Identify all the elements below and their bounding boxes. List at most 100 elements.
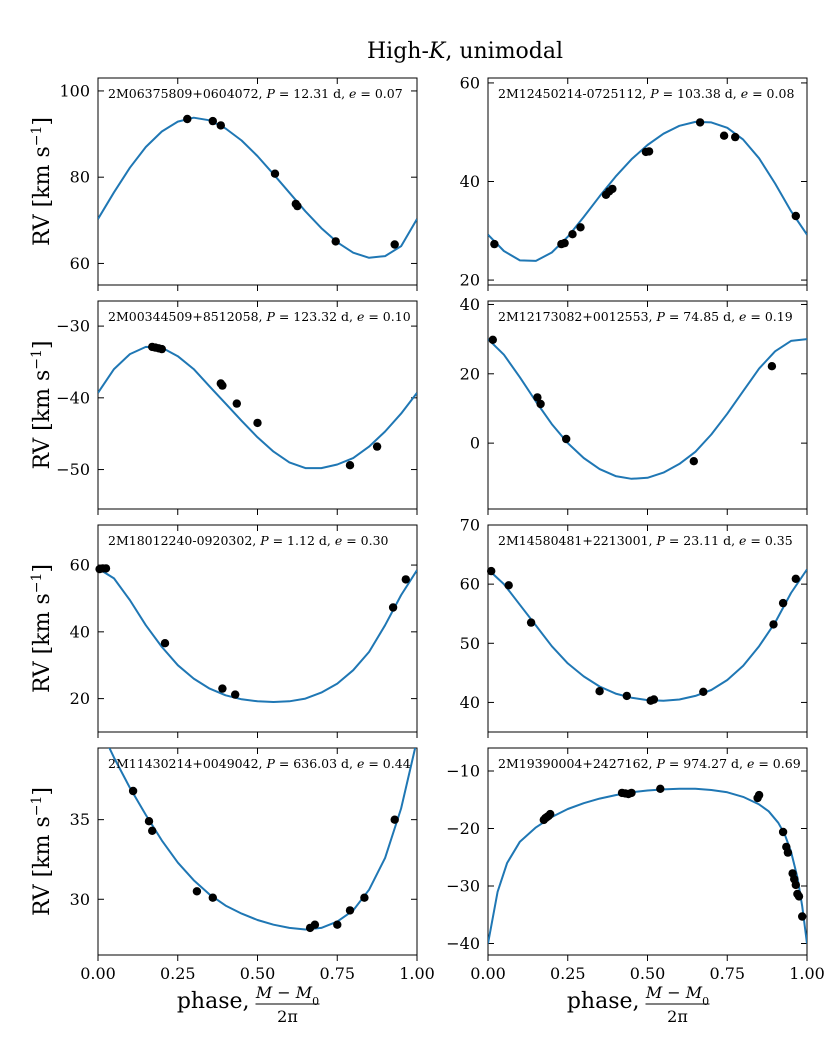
rv-point: [719, 131, 729, 140]
y-tick-label: 70: [460, 516, 480, 535]
panel-2M19390004+2427162: −40 −30 −20 −10 0.00 0.25 0.50 0.75 1.00 2M193900…: [446, 747, 825, 983]
panel-annotation: 2M11430214+0049042, P = 636.03 d, e = 0.…: [108, 756, 411, 771]
rv-point: [627, 788, 636, 798]
y-tick-label: 20: [460, 364, 480, 383]
rv-point: [216, 121, 225, 130]
rv-point: [345, 461, 355, 470]
rv-point: [218, 381, 227, 390]
y-tick-label: 40: [460, 295, 480, 314]
rv-point: [656, 784, 665, 793]
rv-point: [791, 211, 800, 221]
panel-2M12450214-0725112: 20 40 60 2M12450214-0725112, P = 103.38 d, …: [460, 73, 808, 291]
orbit-curve: [488, 338, 807, 480]
rv-point: [488, 335, 497, 344]
rv-point: [208, 893, 217, 902]
rv-point: [798, 912, 807, 921]
rv-point: [791, 880, 800, 890]
rv-point: [310, 920, 320, 929]
rv-point: [360, 893, 369, 902]
y-axis-label: RV [km s−1]: [29, 117, 55, 246]
y-tick-label: −20: [446, 819, 480, 838]
x-tick-label: 0.25: [550, 964, 586, 983]
y-tick-label: −10: [446, 762, 480, 781]
panels: 60 80 100 2M06375809+0604072, P = 12.31 d, …: [56, 73, 825, 983]
rv-point: [148, 826, 157, 835]
panel-2M12173082+0012553: 0 20 40 2M12173082+0012553, P = 74.85 d, e …: [460, 295, 808, 515]
rv-point: [390, 815, 399, 824]
rv-point: [767, 362, 777, 371]
rv-point: [644, 147, 654, 156]
rv-point: [536, 399, 545, 409]
x-tick-label: 0.50: [630, 964, 666, 983]
rv-point: [731, 132, 740, 142]
y-tick-label: −30: [56, 317, 90, 336]
rv-point: [568, 230, 577, 239]
rv-point: [253, 418, 262, 428]
x-tick-label: 0.75: [709, 964, 745, 983]
y-tick-label: 40: [460, 172, 480, 191]
orbit-curve: [488, 787, 807, 944]
rv-point: [608, 184, 617, 194]
rv-point: [183, 114, 192, 124]
rv-point: [546, 809, 555, 819]
y-tick-label: 100: [59, 81, 90, 100]
x-axis-label-denominator: 2π: [277, 1007, 298, 1026]
rv-point: [649, 695, 659, 704]
rv-point: [560, 238, 569, 248]
y-tick-label: 60: [70, 254, 90, 273]
rv-point: [783, 848, 793, 857]
y-axis-label: RV [km s−1]: [29, 787, 55, 916]
rv-point: [157, 344, 166, 354]
x-tick-label: 0.25: [160, 964, 196, 983]
y-tick-label: 40: [70, 622, 90, 641]
y-tick-label: 60: [460, 575, 480, 594]
rv-point: [333, 920, 342, 929]
x-tick-label: 1.00: [789, 964, 825, 983]
rv-point: [232, 399, 241, 408]
y-tick-label: −40: [56, 388, 90, 407]
x-tick-label: 0.00: [80, 964, 116, 983]
rv-point: [562, 434, 571, 444]
panel-2M11430214+0049042: 30 35 0.00 0.25 0.50 0.75 1.00 2M11430214+00490…: [70, 747, 435, 983]
rv-point: [791, 574, 800, 583]
y-axis-label: RV [km s−1]: [29, 564, 55, 693]
panel-2M00344509+8512058: −50 −40 −30 2M00344509+8512058, P = 123.32 …: [56, 300, 418, 515]
rv-point: [622, 691, 631, 701]
panel-annotation: 2M14580481+2213001, P = 23.11 d, e = 0.3…: [498, 533, 793, 548]
axes-frame: [97, 300, 418, 510]
y-tick-label: −50: [56, 460, 90, 479]
rv-point: [778, 598, 788, 608]
rv-point: [128, 786, 138, 796]
y-tick-label: −40: [446, 934, 480, 953]
rv-point: [778, 827, 788, 837]
y-tick-label: 80: [70, 168, 90, 187]
rv-point: [218, 684, 227, 693]
panel-2M06375809+0604072: 60 80 100 2M06375809+0604072, P = 12.31 d, …: [59, 77, 418, 291]
rv-point: [689, 457, 698, 466]
panel-annotation: 2M12173082+0012553, P = 74.85 d, e = 0.1…: [498, 309, 793, 324]
rv-point: [293, 201, 302, 211]
panel-2M14580481+2213001: 40 50 60 70 2M14580481+2213001, P = 23.11 d,…: [460, 516, 808, 738]
rv-point: [192, 887, 202, 896]
x-axis-label-numerator: M − M0: [255, 983, 319, 1008]
x-tick-label: 1.00: [399, 964, 435, 983]
x-axis-label-denominator: 2π: [667, 1007, 688, 1026]
x-axis-label-prefix: phase,: [177, 989, 250, 1014]
rv-point: [526, 618, 536, 627]
y-tick-label: 40: [460, 693, 480, 712]
axes-frame: [97, 747, 418, 956]
orbit-curve: [98, 345, 417, 470]
rv-point: [160, 639, 170, 648]
panel-annotation: 2M19390004+2427162, P = 974.27 d, e = 0.…: [498, 756, 801, 771]
rv-point: [231, 690, 240, 699]
axes-frame: [487, 77, 808, 286]
x-tick-label: 0.50: [240, 964, 276, 983]
rv-point: [490, 239, 499, 249]
rv-point: [595, 687, 604, 696]
rv-point: [372, 442, 382, 451]
panel-annotation: 2M12450214-0725112, P = 103.38 d, e = 0.…: [498, 86, 794, 101]
y-tick-label: 20: [460, 271, 480, 290]
